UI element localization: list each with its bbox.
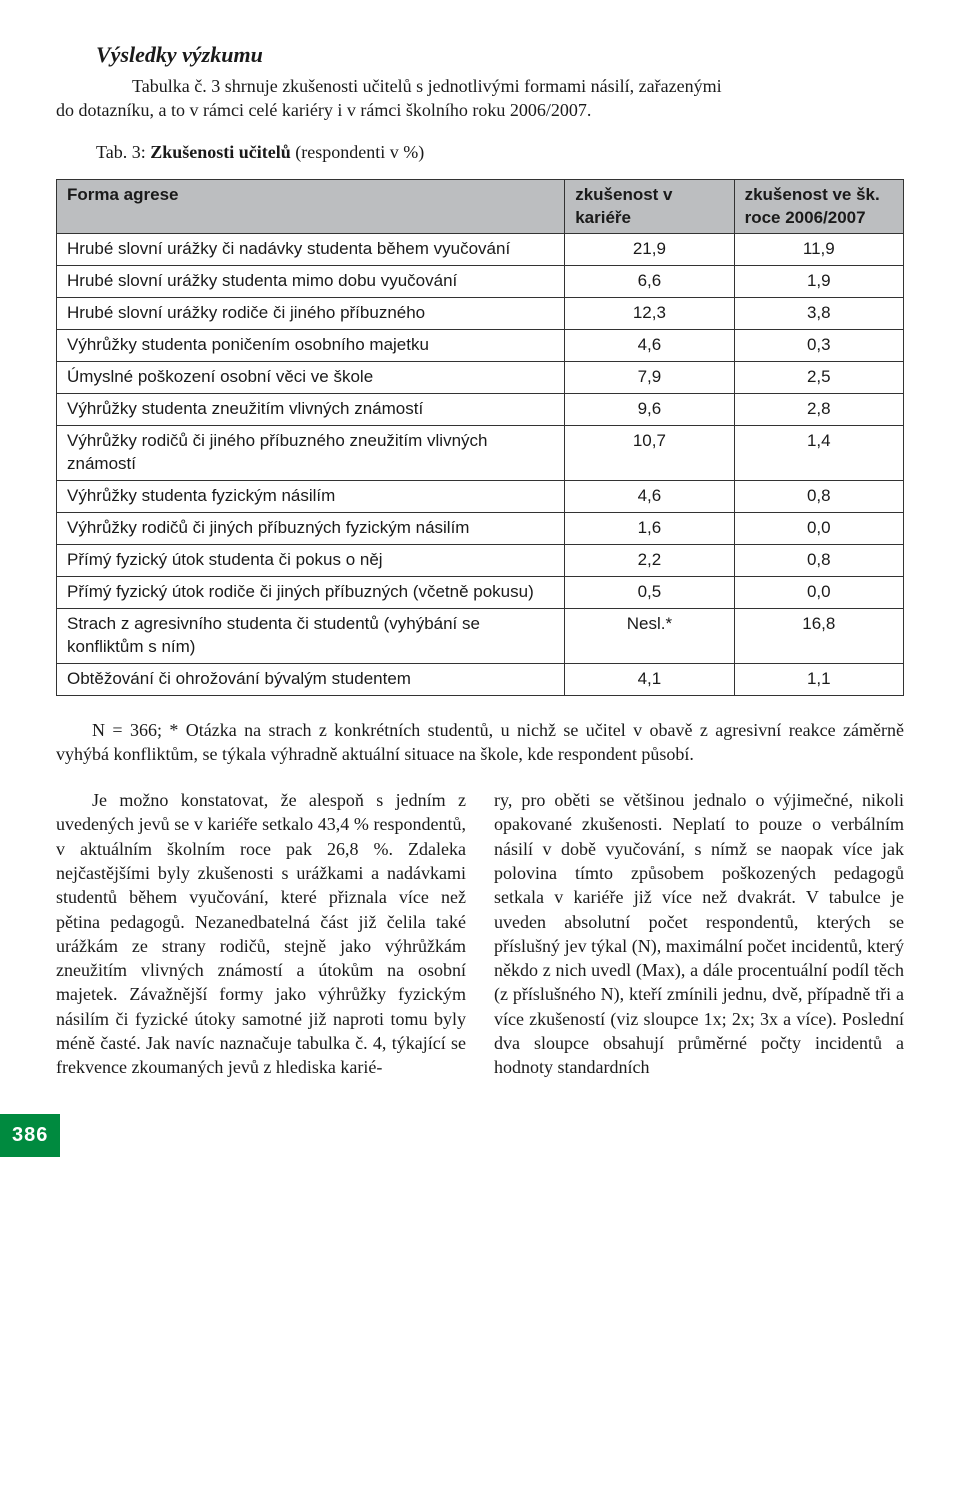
row-val-year: 0,0 xyxy=(734,512,903,544)
row-val-career: 4,1 xyxy=(565,663,734,695)
row-val-year: 1,4 xyxy=(734,426,903,481)
row-val-career: 2,2 xyxy=(565,544,734,576)
row-val-year: 0,8 xyxy=(734,544,903,576)
table-row: Výhrůžky studenta fyzickým násilím4,60,8 xyxy=(57,480,904,512)
table-row: Přímý fyzický útok rodiče či jiných příb… xyxy=(57,576,904,608)
row-label: Výhrůžky studenta zneužitím vlivných zná… xyxy=(57,394,565,426)
row-label: Výhrůžky studenta poničením osobního maj… xyxy=(57,330,565,362)
row-val-career: 4,6 xyxy=(565,480,734,512)
table-row: Výhrůžky rodičů či jiného příbuzného zne… xyxy=(57,426,904,481)
page-number: 386 xyxy=(0,1114,60,1157)
row-val-career: 7,9 xyxy=(565,362,734,394)
row-label: Výhrůžky rodičů či jiných příbuzných fyz… xyxy=(57,512,565,544)
row-label: Úmyslné poškození osobní věci ve škole xyxy=(57,362,565,394)
row-label: Hrubé slovní urážky rodiče či jiného pří… xyxy=(57,298,565,330)
row-val-career: Nesl.* xyxy=(565,608,734,663)
caption-suffix: (respondenti v %) xyxy=(291,142,424,162)
table-caption: Tab. 3: Zkušenosti učitelů (respondenti … xyxy=(96,140,904,164)
row-val-career: 6,6 xyxy=(565,266,734,298)
row-val-year: 0,0 xyxy=(734,576,903,608)
row-val-year: 0,8 xyxy=(734,480,903,512)
body-column-left: Je možno konstatovat, že alespoň s jední… xyxy=(56,788,466,1080)
table-row: Hrubé slovní urážky studenta mimo dobu v… xyxy=(57,266,904,298)
row-label: Obtěžování či ohrožování bývalým student… xyxy=(57,663,565,695)
body-paragraph-left: Je možno konstatovat, že alespoň s jední… xyxy=(56,788,466,1080)
intro-line-1: Tabulka č. 3 shrnuje zkušenosti učitelů … xyxy=(132,76,722,96)
results-table: Forma agrese zkušenost v kariéře zkušeno… xyxy=(56,179,904,696)
row-val-career: 12,3 xyxy=(565,298,734,330)
row-val-career: 4,6 xyxy=(565,330,734,362)
row-label: Hrubé slovní urážky studenta mimo dobu v… xyxy=(57,266,565,298)
row-val-career: 1,6 xyxy=(565,512,734,544)
row-val-year: 1,1 xyxy=(734,663,903,695)
table-row: Strach z agresivního studenta či student… xyxy=(57,608,904,663)
table-header-career: zkušenost v kariéře xyxy=(565,179,734,234)
row-label: Strach z agresivního studenta či student… xyxy=(57,608,565,663)
row-label: Přímý fyzický útok studenta či pokus o n… xyxy=(57,544,565,576)
row-val-year: 1,9 xyxy=(734,266,903,298)
row-val-year: 2,5 xyxy=(734,362,903,394)
table-row: Obtěžování či ohrožování bývalým student… xyxy=(57,663,904,695)
row-val-year: 16,8 xyxy=(734,608,903,663)
row-val-career: 0,5 xyxy=(565,576,734,608)
table-row: Přímý fyzický útok studenta či pokus o n… xyxy=(57,544,904,576)
row-val-year: 0,3 xyxy=(734,330,903,362)
footnote-text: N = 366; * Otázka na strach z konkrétníc… xyxy=(56,720,904,764)
table-header-row: Forma agrese zkušenost v kariéře zkušeno… xyxy=(57,179,904,234)
row-label: Hrubé slovní urážky či nadávky studenta … xyxy=(57,234,565,266)
row-val-year: 2,8 xyxy=(734,394,903,426)
table-row: Výhrůžky studenta zneužitím vlivných zná… xyxy=(57,394,904,426)
table-row: Výhrůžky rodičů či jiných příbuzných fyz… xyxy=(57,512,904,544)
body-column-right: ry, pro oběti se většinou jednalo o výji… xyxy=(494,788,904,1080)
row-label: Přímý fyzický útok rodiče či jiných příb… xyxy=(57,576,565,608)
body-paragraph-right: ry, pro oběti se většinou jednalo o výji… xyxy=(494,788,904,1080)
page-number-container: 386 xyxy=(56,1114,904,1157)
row-val-year: 3,8 xyxy=(734,298,903,330)
row-val-career: 9,6 xyxy=(565,394,734,426)
table-header-year: zkušenost ve šk. roce 2006/2007 xyxy=(734,179,903,234)
section-heading: Výsledky výzkumu xyxy=(96,40,904,70)
intro-line-2: do dotazníku, a to v rámci celé kariéry … xyxy=(56,100,591,120)
table-footnote: N = 366; * Otázka na strach z konkrétníc… xyxy=(56,718,904,767)
table-header-form: Forma agrese xyxy=(57,179,565,234)
table-row: Výhrůžky studenta poničením osobního maj… xyxy=(57,330,904,362)
body-columns: Je možno konstatovat, že alespoň s jední… xyxy=(56,788,904,1080)
row-val-career: 10,7 xyxy=(565,426,734,481)
row-label: Výhrůžky rodičů či jiného příbuzného zne… xyxy=(57,426,565,481)
table-row: Hrubé slovní urážky či nadávky studenta … xyxy=(57,234,904,266)
row-val-year: 11,9 xyxy=(734,234,903,266)
intro-paragraph: Tabulka č. 3 shrnuje zkušenosti učitelů … xyxy=(56,74,904,123)
table-row: Hrubé slovní urážky rodiče či jiného pří… xyxy=(57,298,904,330)
caption-prefix: Tab. 3: xyxy=(96,142,150,162)
row-val-career: 21,9 xyxy=(565,234,734,266)
caption-title: Zkušenosti učitelů xyxy=(150,142,291,162)
table-row: Úmyslné poškození osobní věci ve škole7,… xyxy=(57,362,904,394)
row-label: Výhrůžky studenta fyzickým násilím xyxy=(57,480,565,512)
